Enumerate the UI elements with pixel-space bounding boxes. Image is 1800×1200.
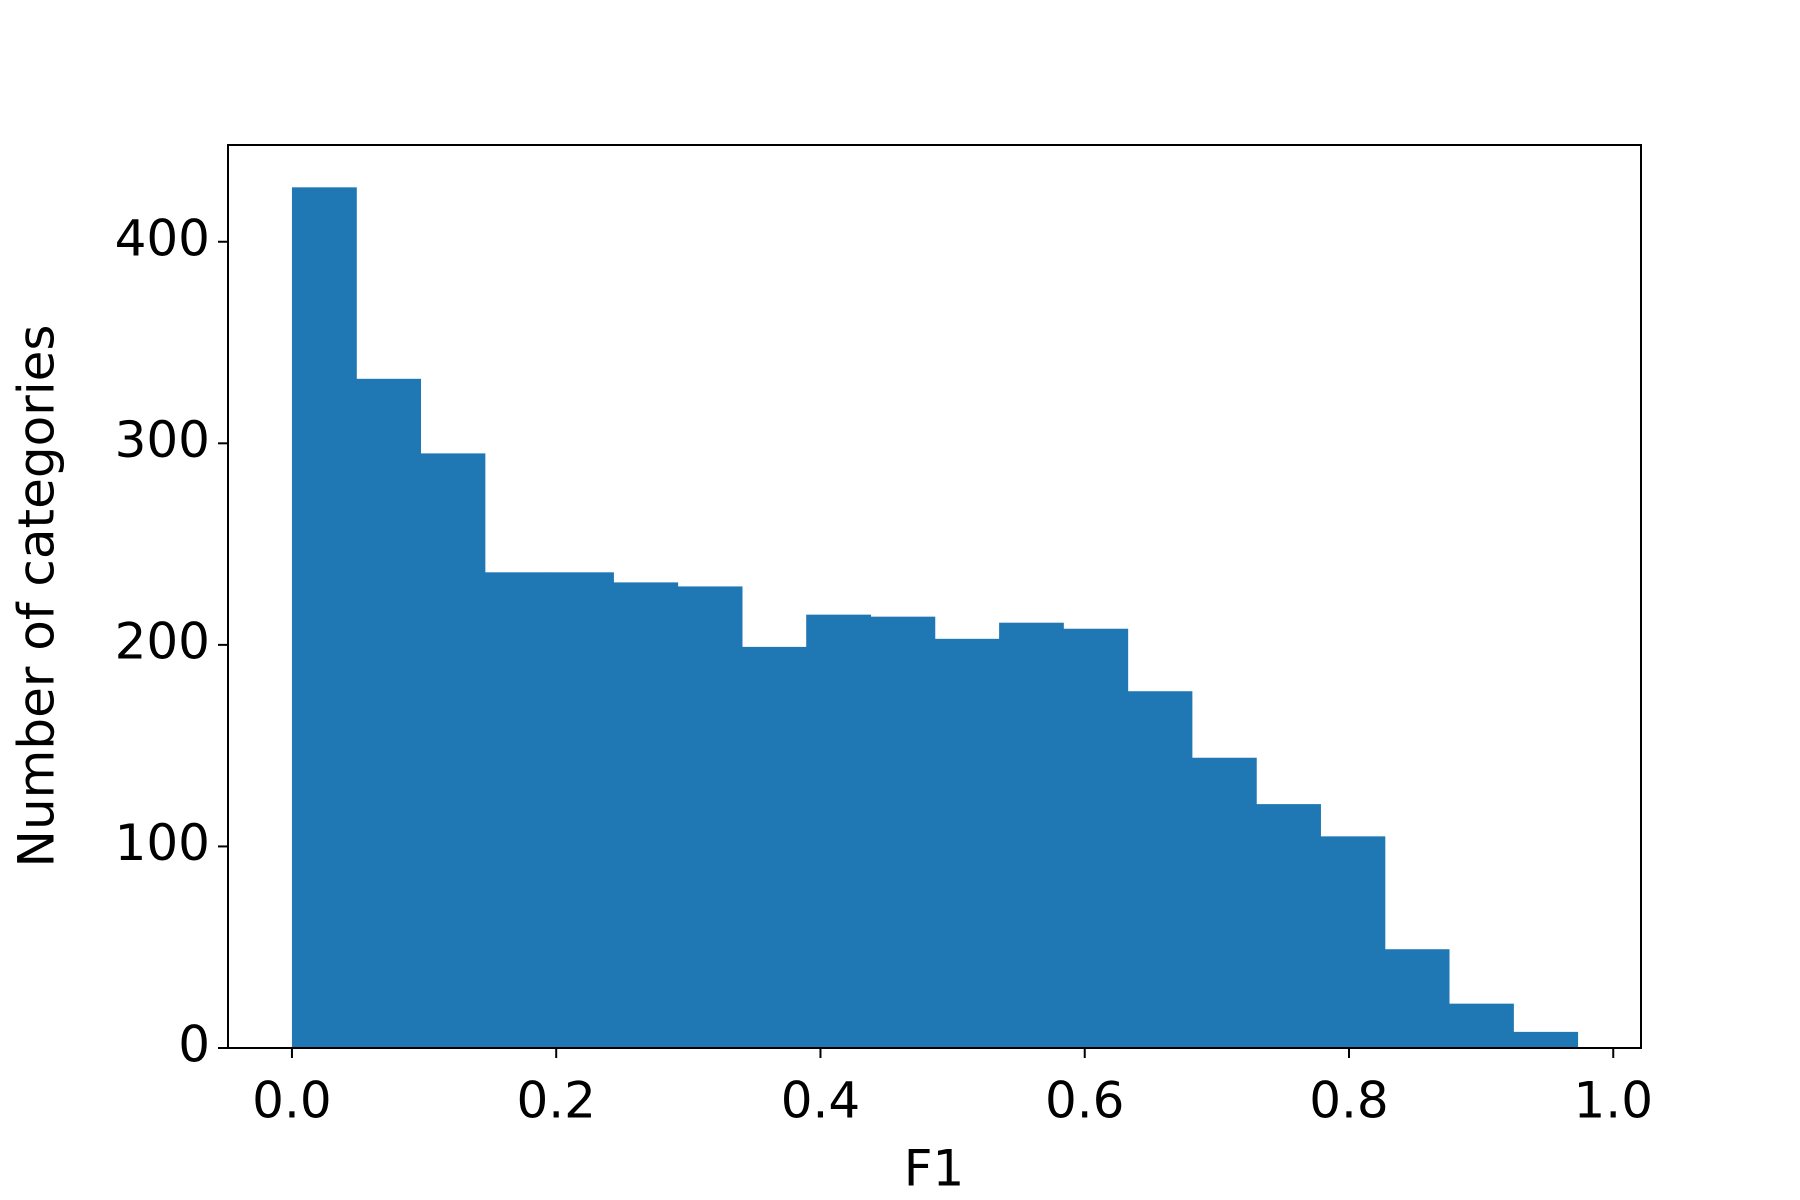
- histogram-bar: [677, 586, 743, 1048]
- plot-frame: [227, 144, 1642, 1049]
- y-tick-label: 300: [115, 411, 210, 469]
- x-tick-label: 1.0: [1573, 1072, 1653, 1130]
- histogram-bar: [1513, 1031, 1579, 1048]
- histogram-bar: [741, 646, 807, 1048]
- x-tick-label: 0.8: [1309, 1072, 1389, 1130]
- y-tick-label: 100: [115, 814, 210, 872]
- histogram-bar: [999, 622, 1064, 1048]
- histogram-bar: [484, 572, 550, 1048]
- histogram-bar: [356, 378, 422, 1048]
- y-tick-label: 400: [115, 209, 210, 267]
- histogram-bar: [291, 187, 357, 1048]
- histogram-bar: [1127, 691, 1193, 1048]
- y-tick-label: 200: [115, 612, 210, 670]
- histogram-bar: [806, 614, 872, 1048]
- histogram-bar: [1063, 628, 1129, 1048]
- histogram-bar: [1384, 949, 1450, 1048]
- x-tick-label: 0.6: [1045, 1072, 1125, 1130]
- x-axis-label: F1: [904, 1140, 965, 1198]
- histogram-bar: [1256, 804, 1321, 1048]
- x-tick-label: 0.4: [781, 1072, 861, 1130]
- histogram-bar: [549, 572, 614, 1048]
- histogram-bar: [613, 582, 679, 1048]
- histogram-bar: [1449, 1003, 1514, 1048]
- x-tick-label: 0.2: [516, 1072, 596, 1130]
- y-tick-label: 0: [178, 1016, 210, 1074]
- histogram-bar: [1191, 757, 1257, 1048]
- histogram-bar: [870, 616, 936, 1048]
- y-axis-label: Number of categories: [8, 325, 66, 868]
- x-tick-label: 0.0: [252, 1072, 332, 1130]
- histogram-bar: [1320, 836, 1386, 1048]
- histogram-bar: [420, 453, 486, 1048]
- histogram-bar: [934, 638, 1000, 1048]
